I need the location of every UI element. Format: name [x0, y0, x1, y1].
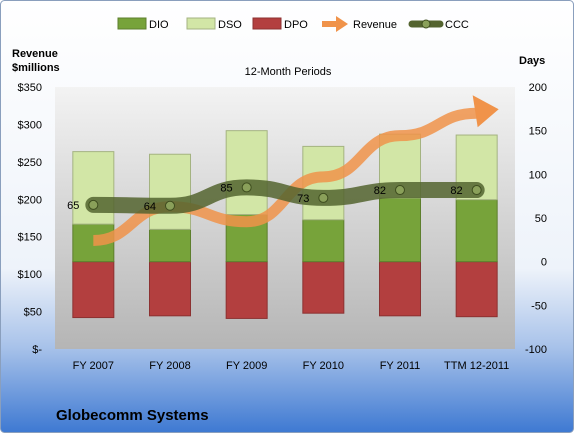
right-tick-label: 150 [529, 126, 547, 138]
ccc-markers [88, 182, 482, 211]
left-tick-label: $- [32, 344, 42, 356]
right-tick-label: 50 [535, 213, 547, 225]
right-axis-label: Days [519, 55, 545, 67]
legend-label-dio: DIO [149, 19, 169, 31]
left-tick-label: $300 [18, 119, 42, 131]
legend-swatch-dso [186, 17, 216, 30]
legend-swatch-dio [117, 17, 147, 30]
ccc-data-label: 65 [67, 200, 79, 212]
x-tick-label: FY 2010 [303, 360, 344, 372]
ccc-marker [318, 192, 329, 203]
x-tick-label: FY 2008 [149, 360, 190, 372]
right-tick-label: 0 [541, 257, 547, 269]
left-tick-label: $100 [18, 269, 42, 281]
left-tick-label: $350 [18, 82, 42, 94]
right-tick-label: 100 [529, 169, 547, 181]
bar-dso [149, 153, 191, 230]
x-tick-label: FY 2007 [73, 360, 114, 372]
right-tick-label: -100 [525, 344, 547, 356]
legend-label-revenue: Revenue [353, 19, 397, 31]
x-tick-label: FY 2009 [226, 360, 267, 372]
ccc-data-label: 85 [220, 182, 232, 194]
bar-dpo [225, 261, 268, 319]
bar-dpo [302, 261, 345, 314]
legend-swatch-dpo [252, 17, 282, 30]
ccc-marker [241, 182, 252, 193]
right-axis: -100 -50 0 50 100 150 200 [525, 82, 547, 356]
x-axis: FY 2007 FY 2008 FY 2009 FY 2010 FY 2011 TTM 1… [73, 360, 510, 372]
left-tick-label: $50 [24, 307, 42, 319]
ccc-marker [88, 199, 99, 210]
bar-dso [72, 151, 115, 225]
left-axis-label-line2: $millions [12, 62, 60, 74]
bar-dso [225, 130, 268, 216]
bar-dio [149, 228, 191, 263]
bar-dpo [149, 261, 191, 317]
chart-title: 12-Month Periods [245, 66, 332, 78]
legend-label-dpo: DPO [284, 19, 308, 31]
bar-dpo [72, 261, 115, 319]
ccc-data-label: 64 [144, 201, 156, 213]
bar-dio [455, 199, 498, 263]
x-tick-label: FY 2011 [380, 360, 421, 372]
bar-dio [379, 197, 421, 263]
ccc-marker [471, 185, 482, 196]
bar-dpo [379, 261, 421, 317]
ccc-data-label: 82 [450, 185, 462, 197]
left-tick-label: $150 [18, 232, 42, 244]
legend-label-dso: DSO [218, 19, 242, 31]
ccc-data-label: 73 [297, 193, 309, 205]
right-tick-label: 200 [529, 82, 547, 94]
legend-revenue-arrowhead [336, 16, 348, 32]
bar-dpo [455, 261, 498, 318]
bar-dio [302, 219, 345, 263]
x-tick-label: TTM 12-2011 [444, 360, 509, 372]
right-tick-label: -50 [531, 300, 547, 312]
ccc-marker [395, 185, 405, 196]
left-axis-label-line1: Revenue [12, 48, 58, 60]
ccc-data-label: 82 [374, 185, 386, 197]
left-tick-label: $250 [18, 157, 42, 169]
legend-label-ccc: CCC [445, 19, 469, 31]
company-name: Globecomm Systems [56, 407, 209, 424]
revenue-arrowhead [472, 95, 499, 128]
legend: DIO DSO DPO Revenue CCC [117, 16, 469, 32]
left-tick-label: $200 [18, 194, 42, 206]
ccc-labels: 65 64 85 73 82 82 [67, 182, 463, 212]
ccc-marker [165, 200, 175, 211]
legend-ccc-marker [421, 19, 431, 29]
left-axis: $- $50 $100 $150 $200 $250 $300 $350 [18, 82, 43, 356]
